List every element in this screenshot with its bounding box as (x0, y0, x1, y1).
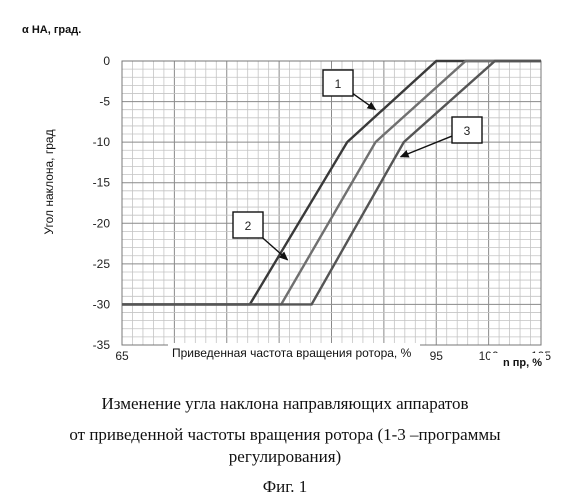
y-tick-label: -25 (93, 257, 111, 271)
series-label-2: 2 (245, 219, 252, 233)
caption-line-1: Изменение угла наклона направляющих аппа… (101, 394, 469, 413)
x-axis-label: Приведенная частота вращения ротора, % (172, 346, 412, 360)
x-axis-title-bg (490, 353, 546, 371)
y-axis-label: Угол наклона, град (42, 129, 56, 234)
x-tick-label: 65 (115, 349, 129, 363)
callout-arrow-1 (352, 93, 377, 111)
callout-box-3 (451, 116, 483, 144)
y-tick-label: -10 (93, 135, 111, 149)
chart-series (122, 59, 541, 306)
y-tick-label: -20 (93, 216, 111, 230)
series-label-1: 1 (335, 77, 342, 91)
y-tick-label: -5 (99, 95, 110, 109)
y-tick-label: 0 (103, 54, 110, 68)
x-tick-label: 95 (430, 349, 444, 363)
figure-label: Фиг. 1 (262, 477, 308, 496)
callout-arrow-2 (262, 237, 289, 261)
callout-box-1 (322, 69, 354, 97)
chart-grid (121, 60, 542, 346)
series-line-3 (122, 59, 541, 306)
callout-arrow-3 (399, 135, 453, 158)
x-axis-label-bg (168, 343, 420, 361)
series-label-3: 3 (464, 124, 471, 138)
x-axis-title: n пр, % (503, 357, 542, 369)
chart-ticks: 657075808590951001050-5-10-15-20-25-30-3… (93, 54, 552, 363)
y-axis-title: α НА, град. (22, 24, 81, 36)
y-tick-label: -15 (93, 176, 111, 190)
chart-callouts: 1 2 3 (232, 69, 483, 261)
y-tick-label: -30 (93, 297, 111, 311)
chart: 657075808590951001050-5-10-15-20-25-30-3… (22, 24, 552, 371)
caption-line-3: регулирования) (228, 447, 342, 466)
caption-line-2: от приведенной частоты вращения ротора (… (69, 425, 501, 444)
callout-box-2 (232, 211, 264, 239)
y-tick-label: -35 (93, 338, 111, 352)
